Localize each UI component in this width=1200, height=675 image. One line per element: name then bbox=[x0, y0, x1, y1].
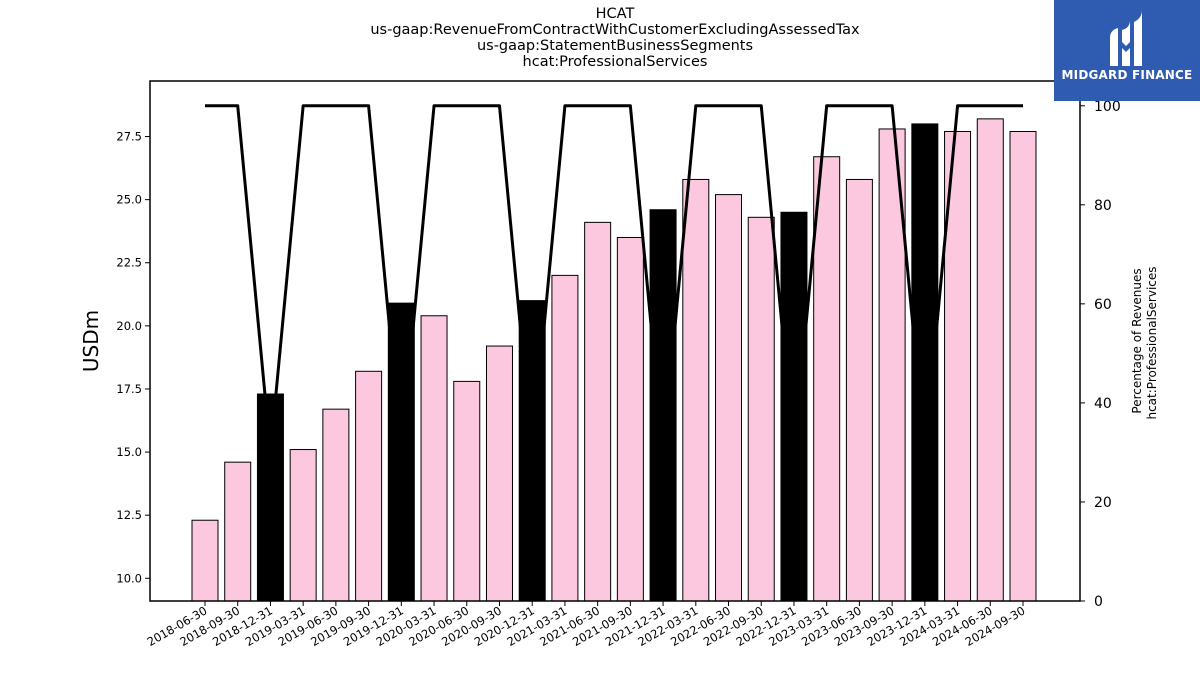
bar-2020-09-30 bbox=[485, 345, 513, 602]
y-tick-label: 10.0 bbox=[116, 571, 142, 585]
bar-2021-06-30 bbox=[584, 221, 612, 602]
bar-2019-09-30 bbox=[355, 370, 383, 602]
chart-title: HCAT us-gaap:RevenueFromContractWithCust… bbox=[0, 6, 1200, 70]
bar-2024-09-30 bbox=[1009, 130, 1037, 602]
logo-text: MIDGARD FINANCE bbox=[1061, 68, 1193, 82]
bar-2020-03-31 bbox=[420, 315, 448, 602]
logo-mark-icon bbox=[1110, 10, 1142, 66]
y2-tick-label: 80 bbox=[1094, 198, 1112, 214]
y2-axis-label-line1: Percentage of Revenues bbox=[1130, 268, 1144, 413]
y-axis-label: USDm bbox=[79, 310, 103, 372]
y2-tick-label: 60 bbox=[1094, 297, 1112, 313]
y-tick-label: 15.0 bbox=[116, 445, 142, 459]
bars-group bbox=[191, 118, 1037, 602]
bar-2021-09-30 bbox=[616, 237, 644, 602]
bar-2018-09-30 bbox=[224, 461, 252, 602]
bar-2022-12-31 bbox=[780, 211, 808, 602]
bar-2021-03-31 bbox=[551, 274, 579, 602]
y2-tick-label: 20 bbox=[1094, 495, 1112, 511]
bar-2023-03-31 bbox=[813, 156, 841, 602]
y-tick-label: 22.5 bbox=[116, 256, 142, 270]
bar-2022-06-30 bbox=[715, 194, 743, 602]
y2-tick-label: 0 bbox=[1094, 594, 1103, 610]
bar-2022-09-30 bbox=[747, 216, 775, 602]
y-tick-label: 17.5 bbox=[116, 382, 142, 396]
y-tick-label: 27.5 bbox=[116, 130, 142, 144]
y-tick-label: 12.5 bbox=[116, 508, 142, 522]
title-line-1: HCAT bbox=[595, 6, 635, 22]
midgard-finance-logo: MIDGARD FINANCE bbox=[1054, 0, 1200, 101]
bar-2020-06-30 bbox=[453, 380, 481, 602]
title-line-4: hcat:ProfessionalServices bbox=[522, 54, 708, 70]
y-tick-label: 25.0 bbox=[116, 193, 142, 207]
bar-2018-06-30 bbox=[191, 519, 219, 602]
y2-axis-label-line2: hcat:ProfessionalServices bbox=[1145, 266, 1159, 419]
title-line-2: us-gaap:RevenueFromContractWithCustomerE… bbox=[370, 22, 860, 38]
bar-2023-06-30 bbox=[845, 178, 873, 602]
bar-2019-06-30 bbox=[322, 408, 350, 602]
y2-tick-label: 40 bbox=[1094, 396, 1112, 412]
percentage-line bbox=[205, 104, 1023, 454]
bar-2018-12-31 bbox=[256, 393, 284, 602]
plot-frame bbox=[149, 80, 1081, 602]
percentage-line-group bbox=[205, 104, 1023, 454]
bar-2024-06-30 bbox=[976, 118, 1004, 602]
y2-tick-label: 100 bbox=[1094, 99, 1121, 115]
y-tick-label: 20.0 bbox=[116, 319, 142, 333]
bar-2019-03-31 bbox=[289, 449, 317, 602]
bar-2021-12-31 bbox=[649, 209, 677, 602]
bar-2022-03-31 bbox=[682, 178, 710, 602]
title-line-3: us-gaap:StatementBusinessSegments bbox=[476, 38, 754, 54]
